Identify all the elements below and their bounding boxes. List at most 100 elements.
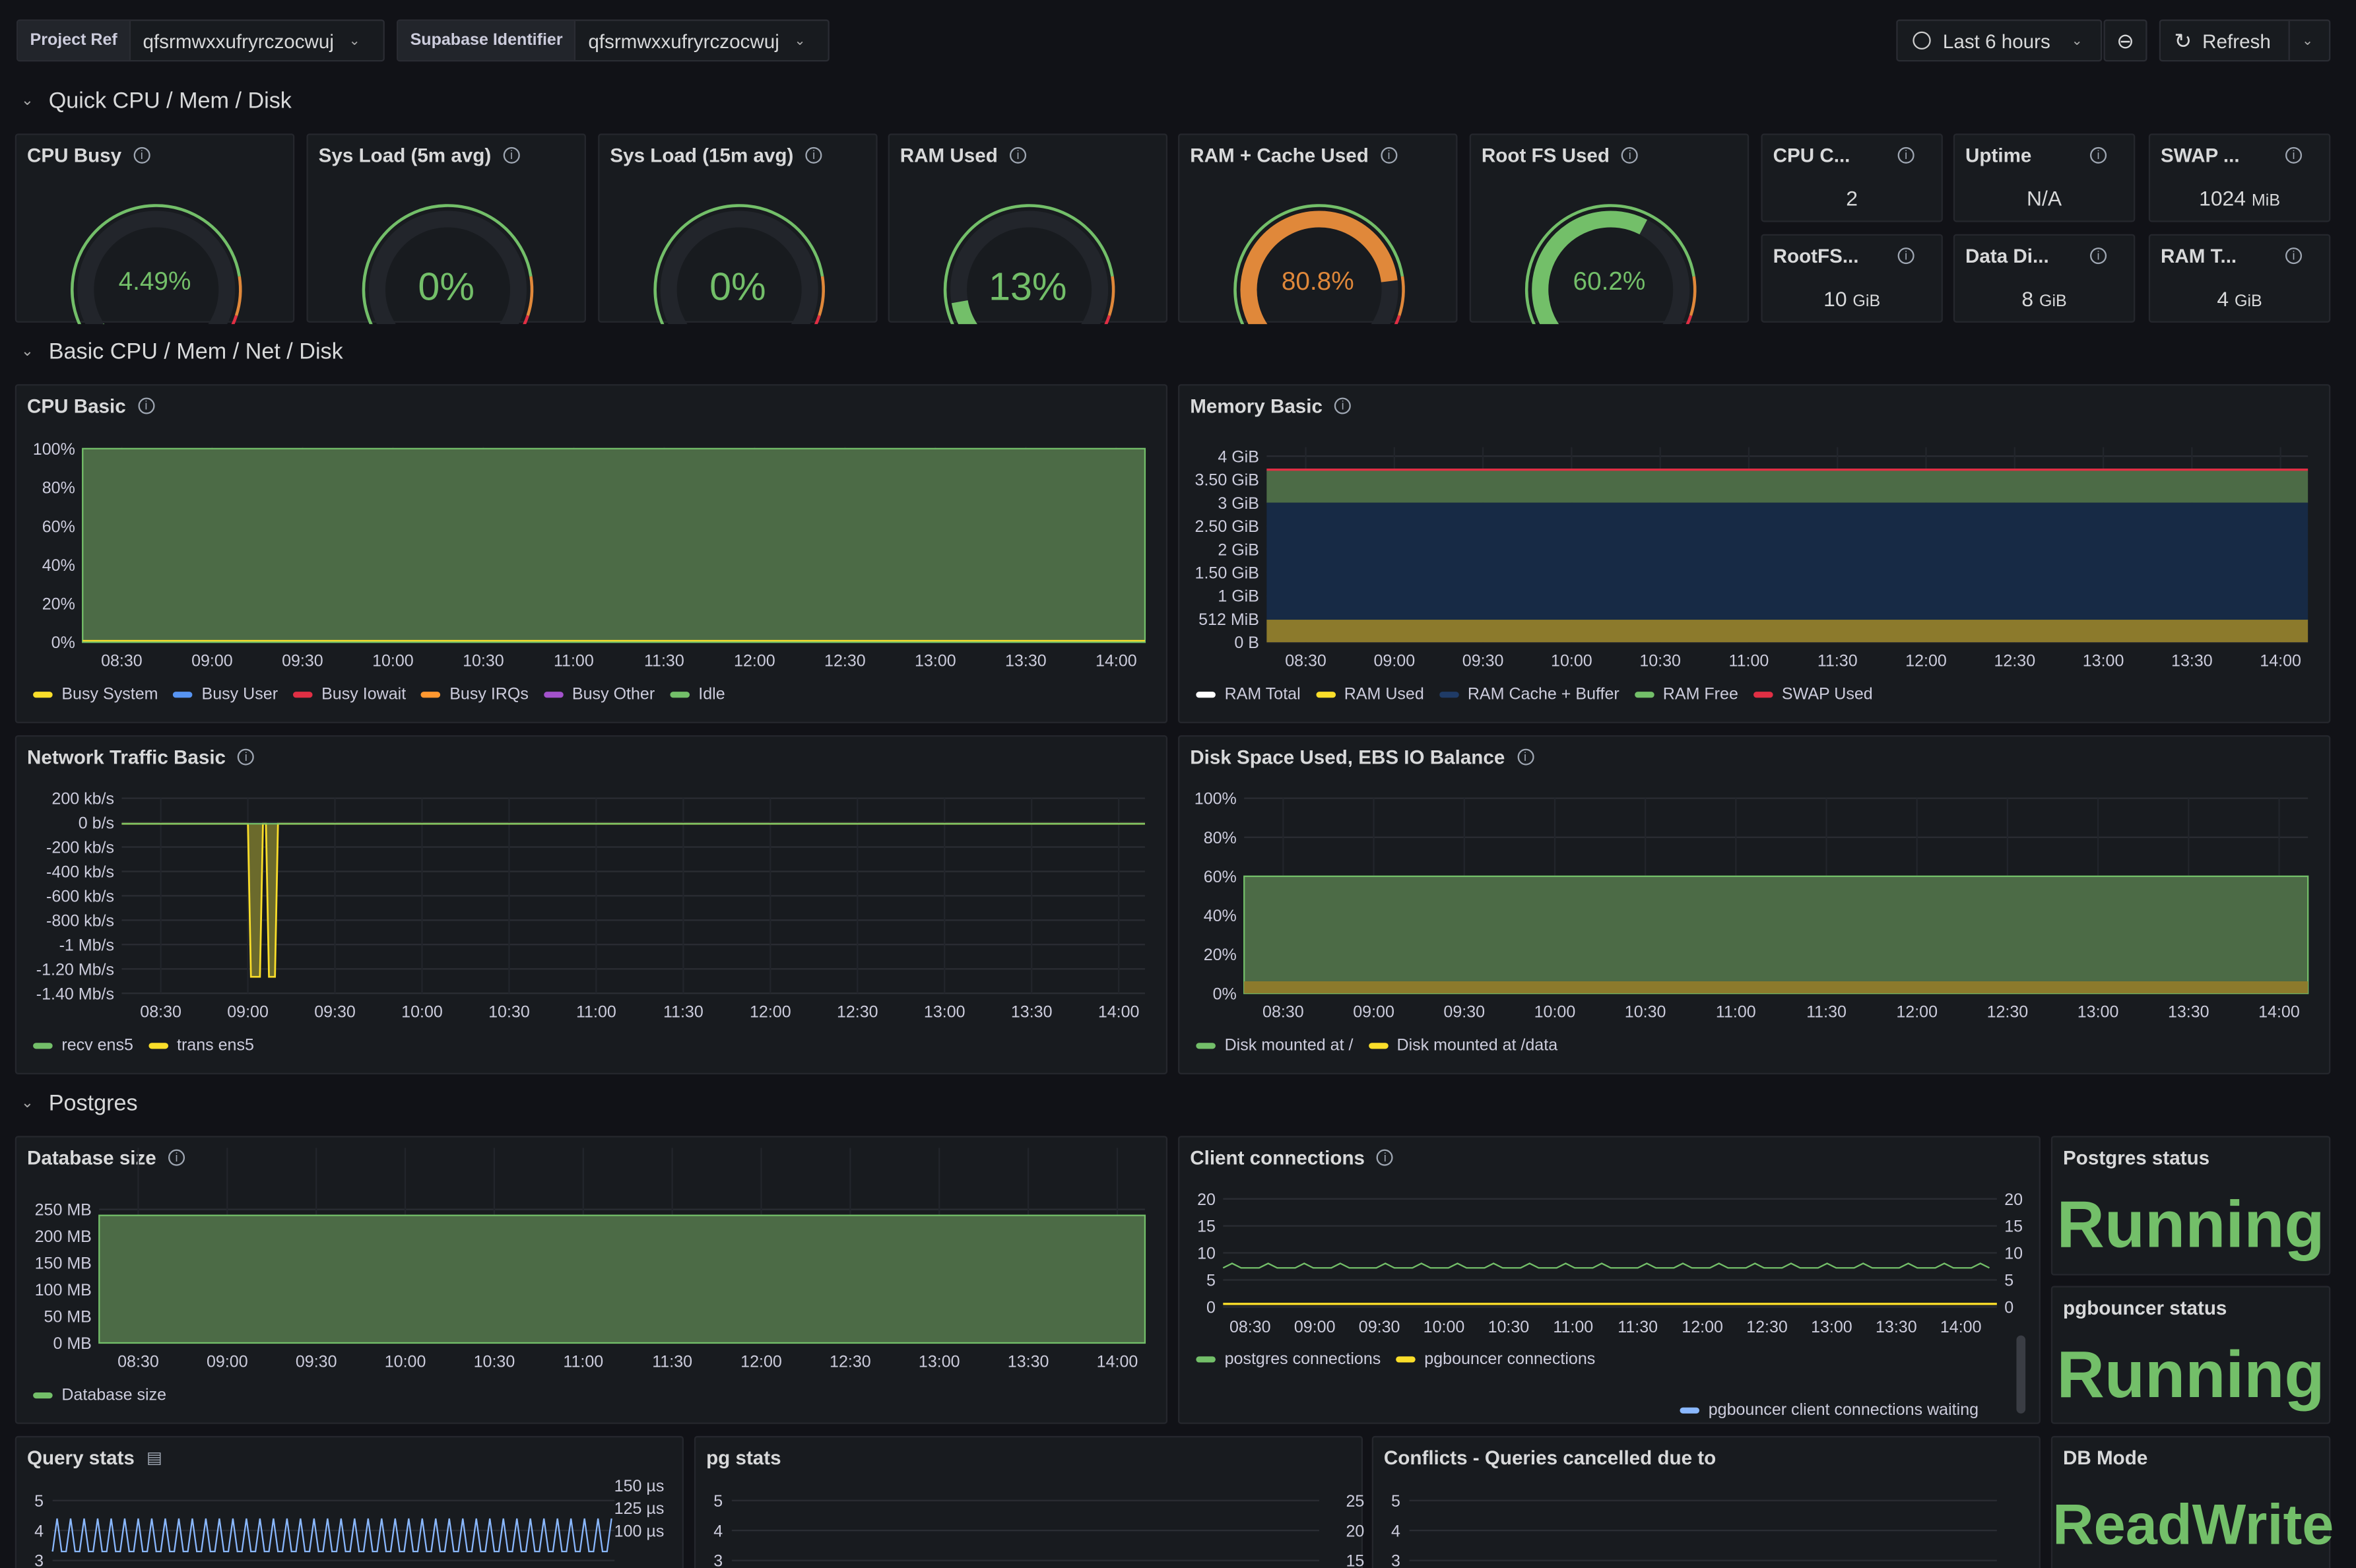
legend-item[interactable]: postgres connections [1196, 1350, 1381, 1369]
info-icon[interactable]: i [1621, 147, 1639, 164]
legend-item[interactable]: Busy IRQs [420, 686, 529, 703]
y-tick-label: 40% [42, 556, 75, 575]
network-traffic-panel[interactable]: Network Traffic Basic i 200 kb/s 0 b/s -200… [15, 735, 1168, 1074]
info-icon[interactable]: i [1897, 147, 1914, 164]
gauge-panel[interactable]: RAM Used i 13% [888, 133, 1168, 325]
row-basic-cpu-mem-net-disk[interactable]: ⌄ Basic CPU / Mem / Net / Disk [21, 339, 343, 365]
info-icon[interactable]: i [1381, 147, 1398, 164]
pg-stats-panel[interactable]: pg stats 5 25 4 20 3 15 [694, 1435, 1364, 1568]
legend-item[interactable]: pgbouncer connections [1396, 1350, 1595, 1369]
legend-item[interactable]: RAM Total [1196, 686, 1301, 703]
info-icon[interactable]: i [2285, 147, 2303, 164]
row-quick-cpu-mem-disk[interactable]: ⌄ Quick CPU / Mem / Disk [21, 88, 292, 114]
cpu-basic-chart: 100% 80% 60% 40% 20% 0% 08:30 09:00 09:30 10:00 10… [33, 440, 1146, 670]
info-icon[interactable]: i [1517, 748, 1534, 766]
disk-space-panel[interactable]: Disk Space Used, EBS IO Balance i 100% 80%… [1178, 735, 2331, 1074]
legend-item[interactable]: Busy Iowait [292, 686, 406, 703]
legend-item[interactable]: Disk mounted at / [1196, 1037, 1353, 1055]
x-tick-label: 10:30 [1625, 1003, 1666, 1022]
legend-item[interactable]: Busy System [33, 686, 158, 703]
y-tick-label: 2.50 GiB [1195, 517, 1259, 536]
info-icon[interactable]: i [2090, 247, 2107, 265]
refresh-interval-dropdown[interactable]: ⌄ [2302, 32, 2314, 48]
info-icon[interactable]: i [2090, 147, 2107, 164]
gauge-threshold-red [231, 315, 238, 325]
legend-item[interactable]: RAM Cache + Buffer [1439, 686, 1620, 703]
stat-panel[interactable]: CPU C... i 2 [1761, 133, 1943, 222]
supabase-identifier-select[interactable]: qfsrmwxxufryrczocwuj ⌄ [576, 21, 818, 60]
stat-panel[interactable]: Data Di... i 8 GiB [1953, 234, 2136, 323]
legend-item[interactable]: Database size [33, 1387, 166, 1404]
legend-swatch [33, 692, 53, 698]
info-icon[interactable]: i [1897, 247, 1914, 265]
legend-label: trans ens5 [176, 1037, 254, 1055]
legend-item[interactable]: pgbouncer client connections waiting [1680, 1402, 1979, 1420]
stat-panel[interactable]: Uptime i N/A [1953, 133, 2136, 222]
y-tick-label: 4 GiB [1218, 447, 1259, 466]
legend-item[interactable]: Busy User [173, 686, 278, 703]
info-icon[interactable]: i [805, 147, 822, 164]
info-icon[interactable]: i [503, 147, 520, 164]
gauge-threshold-orange [1107, 276, 1115, 316]
conflicts-panel[interactable]: Conflicts - Queries cancelled due to 5 4 3 [1371, 1435, 2041, 1568]
gauge-panel[interactable]: Root FS Used i 60.2% [1469, 133, 1750, 325]
info-icon[interactable]: i [1010, 147, 1027, 164]
legend-scrollbar[interactable] [2016, 1335, 2026, 1414]
stat-panel[interactable]: RootFS... i 10 GiB [1761, 234, 1943, 323]
disk-space-legend: Disk mounted at / Disk mounted at /data [1196, 1037, 1557, 1055]
info-icon[interactable]: i [2285, 247, 2303, 265]
row-postgres[interactable]: ⌄ Postgres [21, 1091, 138, 1117]
gauge-dial [943, 204, 1115, 325]
memory-basic-panel[interactable]: Memory Basic i 4 GiB 3.50 GiB 3 GiB 2.50 GiB… [1178, 384, 2331, 723]
project-ref-select[interactable]: qfsrmwxxufryrczocwuj ⌄ [131, 21, 372, 60]
cpu-basic-panel[interactable]: CPU Basic i 100% 80% 60% 40% 20% 0% 08:30 09:00 0… [15, 384, 1168, 723]
gauge-panel[interactable]: Sys Load (15m avg) i 0% [598, 133, 878, 325]
gauge-threshold-red [1685, 315, 1693, 325]
stat-panel[interactable]: RAM T... i 4 GiB [2148, 234, 2331, 323]
y-tick-label: 5 [34, 1492, 44, 1511]
legend-item[interactable]: RAM Used [1315, 686, 1424, 703]
stat-unit: GiB [2234, 292, 2262, 311]
gauge-panel[interactable]: CPU Busy i 4.49% [15, 133, 295, 325]
client-connections-panel[interactable]: Client connections i 20 20 15 15 10 10 5 5 0 0 08:3… [1178, 1136, 2041, 1424]
legend-item[interactable]: trans ens5 [148, 1037, 254, 1055]
gauge-value: 4.49% [118, 267, 191, 296]
legend-item[interactable]: Idle [669, 686, 725, 703]
info-icon[interactable]: i [137, 397, 154, 414]
y-tick-label: -200 kb/s [46, 839, 114, 857]
info-icon[interactable]: i [238, 748, 255, 766]
legend-item[interactable]: recv ens5 [33, 1037, 133, 1055]
legend-item[interactable]: Busy Other [543, 686, 655, 703]
gauge-panel[interactable]: RAM + Cache Used i 80.8% [1178, 133, 1458, 325]
info-icon[interactable]: i [133, 147, 150, 164]
chevron-down-icon: ⌄ [20, 1095, 34, 1112]
info-icon[interactable]: i [1334, 397, 1352, 414]
query-stats-panel[interactable]: Query stats ▤ 5 150 µs 4 125 µs 3 100 µs [15, 1435, 684, 1568]
legend-item[interactable]: SWAP Used [1753, 686, 1873, 703]
stat-panel[interactable]: SWAP ... i 1024 MiB [2148, 133, 2331, 222]
x-tick-label: 09:00 [227, 1003, 269, 1022]
x-tick-label: 08:30 [117, 1352, 159, 1371]
refresh-button[interactable]: ↻ Refresh ⌄ [2159, 19, 2331, 62]
gauge-dial [362, 204, 534, 325]
gauge-fill [1532, 211, 1647, 325]
legend-swatch [1368, 1043, 1388, 1049]
legend-label: recv ens5 [61, 1037, 133, 1055]
gauge-dial [71, 204, 242, 325]
info-icon[interactable]: i [168, 1149, 185, 1166]
zoom-out-button[interactable]: ⊖ [2103, 19, 2147, 62]
y-tick-label: 3 GiB [1218, 494, 1259, 513]
database-size-panel[interactable]: Database size i 250 MB 200 MB 150 MB 100 MB 5… [15, 1136, 1168, 1424]
clock-icon [1913, 31, 1931, 50]
y-tick-label: 5 [1391, 1492, 1400, 1511]
legend-item[interactable]: RAM Free [1634, 686, 1738, 703]
info-icon[interactable]: i [1377, 1149, 1394, 1166]
stat-value-wrap: 1024 MiB [2150, 186, 2329, 210]
legend-item[interactable]: Disk mounted at /data [1368, 1037, 1557, 1055]
gauge-panel[interactable]: Sys Load (5m avg) i 0% [306, 133, 586, 325]
memory-basic-chart: 4 GiB 3.50 GiB 3 GiB 2.50 GiB 2 GiB 1.50 GiB 1… [1195, 447, 2308, 670]
postgres-status-panel: Postgres status Running [2050, 1136, 2331, 1276]
gauge-value: 0% [709, 264, 766, 310]
time-range-picker[interactable]: Last 6 hours ⌄ [1896, 19, 2103, 62]
y-tick-label: 200 MB [35, 1227, 92, 1246]
